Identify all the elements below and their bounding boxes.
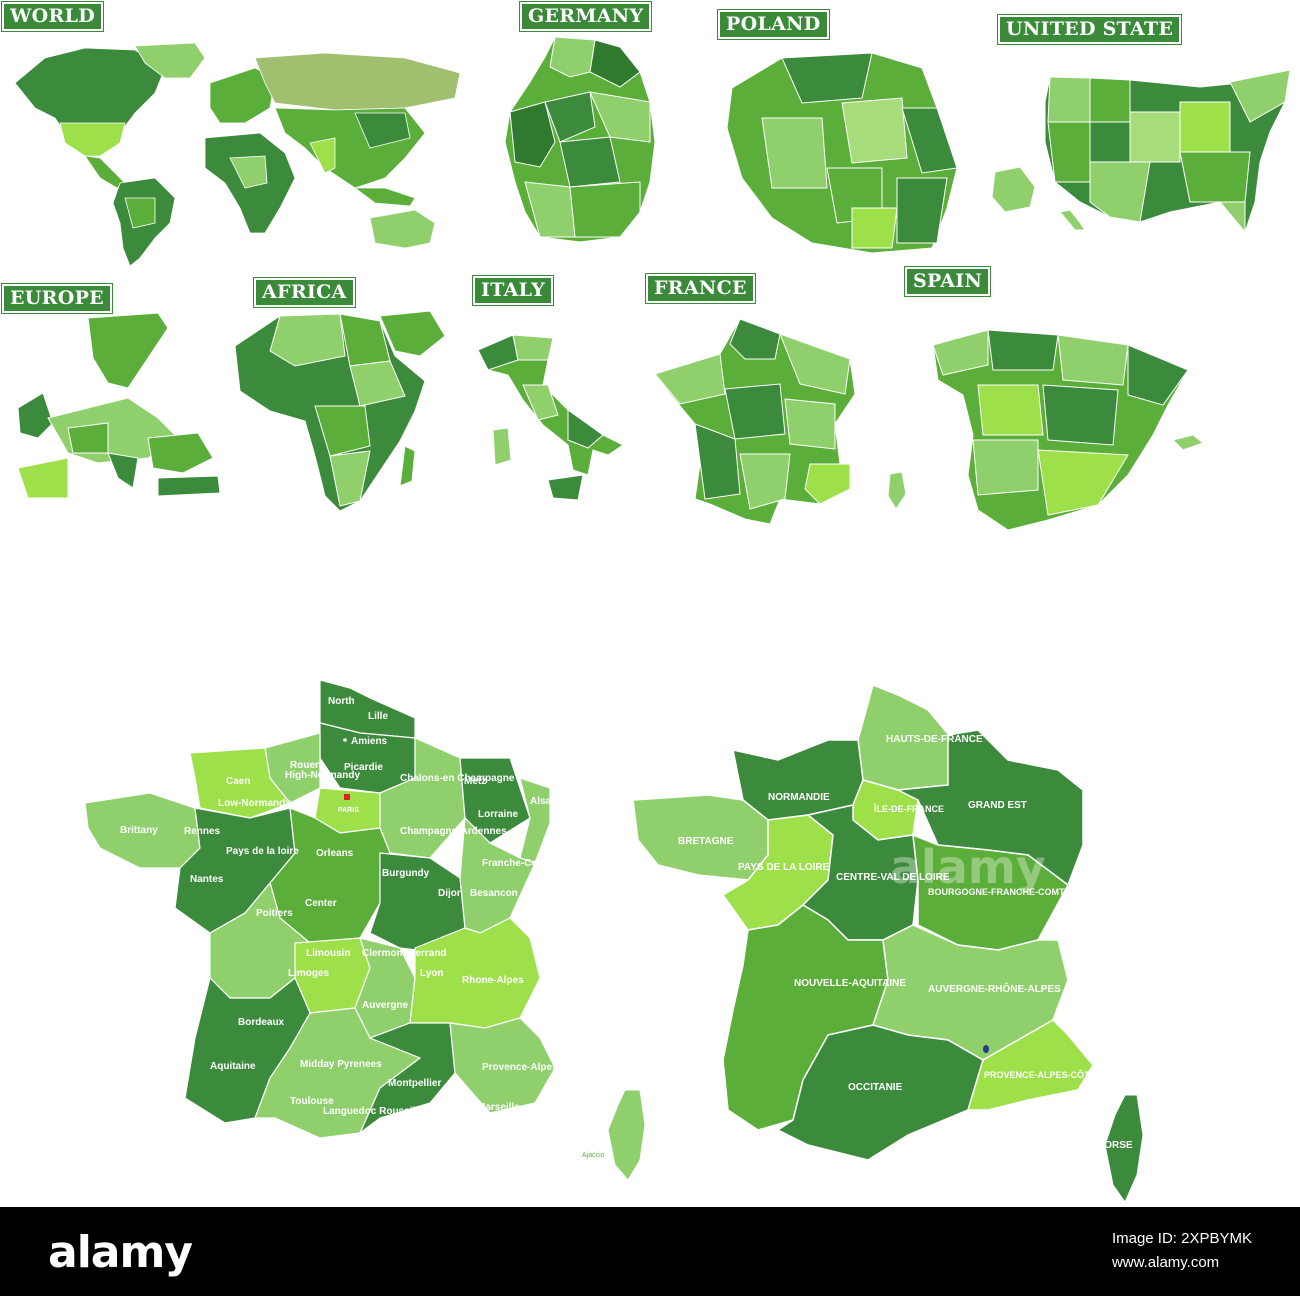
region-label-bretagne: BRETAGNE: [678, 836, 734, 847]
region-label-bourgogne: BOURGOGNE-FRANCHE-COMTÉ: [928, 887, 1071, 897]
italy-map: [473, 330, 633, 505]
region-label-hauts-de-france: HAUTS-DE-FRANCE: [886, 734, 983, 745]
city-label-paris: PARIS: [338, 807, 359, 814]
region-label-auvergne-rhone-alpes: AUVERGNE-RHÔNE-ALPES: [928, 982, 1061, 995]
spain-map: [928, 325, 1213, 540]
germany-map: [500, 32, 665, 247]
region-label-lorraine: Lorraine: [478, 809, 518, 820]
region-label-burgundy: Burgundy: [382, 868, 430, 879]
corsica-new-map: [1095, 1090, 1150, 1205]
france-small-map: [650, 314, 910, 529]
region-label-midday-pyrenees: Midday Pyrenees: [300, 1059, 382, 1070]
stock-meta: Image ID: 2XPBYMK www.alamy.com: [1112, 1227, 1252, 1275]
city-label-rennes: Rennes: [184, 826, 221, 837]
corsica-old-map: [600, 1085, 650, 1185]
title-italy: ITALY: [473, 276, 553, 305]
title-africa: AFRICA: [254, 278, 355, 307]
region-label-corse: CORSE: [1097, 1140, 1133, 1151]
city-label-nantes: Nantes: [190, 874, 224, 885]
world-map: [5, 38, 465, 268]
region-label-center: Center: [305, 898, 337, 909]
region-label-centre-val-de-loire: CENTRE-VAL DE LOIRE: [836, 872, 950, 883]
france-old-regions-map: [80, 678, 560, 1178]
region-label-low-normandy: Low-Normandy: [218, 798, 291, 809]
city-label-bordeaux: Bordeaux: [238, 1017, 285, 1028]
title-poland: POLAND: [718, 10, 829, 39]
city-label-orleans: Orleans: [316, 848, 354, 859]
city-label-toulouse: Toulouse: [290, 1096, 334, 1107]
region-label-pays-de-la-loire: Pays de la loire: [226, 846, 299, 857]
region-label-brittany: Brittany: [120, 825, 158, 836]
poland-map: [722, 48, 967, 260]
title-world: WORLD: [2, 2, 104, 31]
city-label-clermont: Clermont-Ferrand: [362, 948, 446, 959]
region-label-auvergne: Auvergne: [362, 1000, 409, 1011]
title-europe: EUROPE: [2, 284, 112, 313]
region-label-limousin: Limousin: [306, 948, 350, 959]
region-label-grand-est: GRAND EST: [968, 800, 1027, 811]
title-usa: UNITED STATE: [998, 15, 1182, 44]
title-germany: GERMANY: [520, 2, 652, 31]
title-spain: SPAIN: [905, 267, 991, 296]
city-label-lyon: Lyon: [420, 968, 444, 979]
stock-image-id: Image ID: 2XPBYMK: [1111, 1230, 1252, 1247]
stock-brand-logo: alamy: [48, 1227, 193, 1278]
france-new-labels: HAUTS-DE-FRANCE NORMANDIE ÎLE-DE-FRANCE …: [628, 680, 1098, 1210]
title-france: FRANCE: [646, 274, 755, 303]
city-label-montpellier: Montpellier: [388, 1078, 441, 1089]
africa-map: [230, 306, 448, 516]
region-label-poitiers: Poitiers: [256, 908, 293, 919]
europe-map: [8, 308, 223, 503]
usa-map: [990, 62, 1300, 242]
region-label-paca: PROVENCE-ALPES-CÔTE D'AZUR: [984, 1069, 1098, 1080]
city-label-besancon: Besancon: [470, 888, 518, 899]
region-label-languedoc: Languedoc Roussillon: [323, 1106, 430, 1117]
city-label-caen: Caen: [226, 776, 250, 787]
city-label-lille: Lille: [368, 711, 388, 722]
region-label-north: North: [328, 696, 355, 707]
region-label-normandie: NORMANDIE: [768, 792, 830, 803]
region-label-paca: Provence-Alpes Cote d'Azur: [482, 1062, 560, 1073]
city-label-amiens: Amiens: [351, 736, 388, 747]
region-label-occitanie: OCCITANIE: [848, 1082, 903, 1093]
city-label-metz: Metz: [464, 776, 486, 787]
region-label-chalons: Chalons-en Champagne: [400, 773, 515, 784]
stock-site: www.alamy.com: [1111, 1254, 1220, 1271]
city-label-rouen: Rouen: [290, 760, 321, 771]
region-label-rhone-alpes: Rhone-Alpes: [462, 975, 524, 986]
region-label-aquitaine: Aquitaine: [210, 1061, 256, 1072]
region-label-pays-de-la-loire: PAYS DE LA LOIRE: [738, 862, 830, 873]
stock-watermark: alamy: [890, 840, 1046, 894]
city-label-ajaccio: Ajaccio: [582, 1152, 605, 1159]
city-label-limoges: Limoges: [288, 968, 330, 979]
region-label-champagne-ardennes: Champagne-Ardennes: [400, 826, 507, 837]
region-label-franche-comte: Franche-Comte: [482, 858, 556, 869]
region-label-alsace: Alsace: [530, 796, 560, 807]
region-label-nouvelle-aquitaine: NOUVELLE-AQUITAINE: [794, 978, 906, 989]
region-label-picardie: Picardie: [344, 762, 383, 773]
region-label-ile-de-france: ÎLE-DE-FRANCE: [873, 803, 944, 814]
france-new-regions-map: [628, 680, 1098, 1210]
city-label-marseille: Marseille: [477, 1102, 520, 1113]
stock-footer-bar: alamy Image ID: 2XPBYMK www.alamy.com: [0, 1207, 1300, 1296]
region-label-high-normandy: High-Normandy: [285, 770, 360, 781]
city-label-dijon: Dijon: [438, 888, 463, 899]
france-old-labels: North Lille Amiens Picardie Rouen High-N…: [80, 678, 560, 1178]
